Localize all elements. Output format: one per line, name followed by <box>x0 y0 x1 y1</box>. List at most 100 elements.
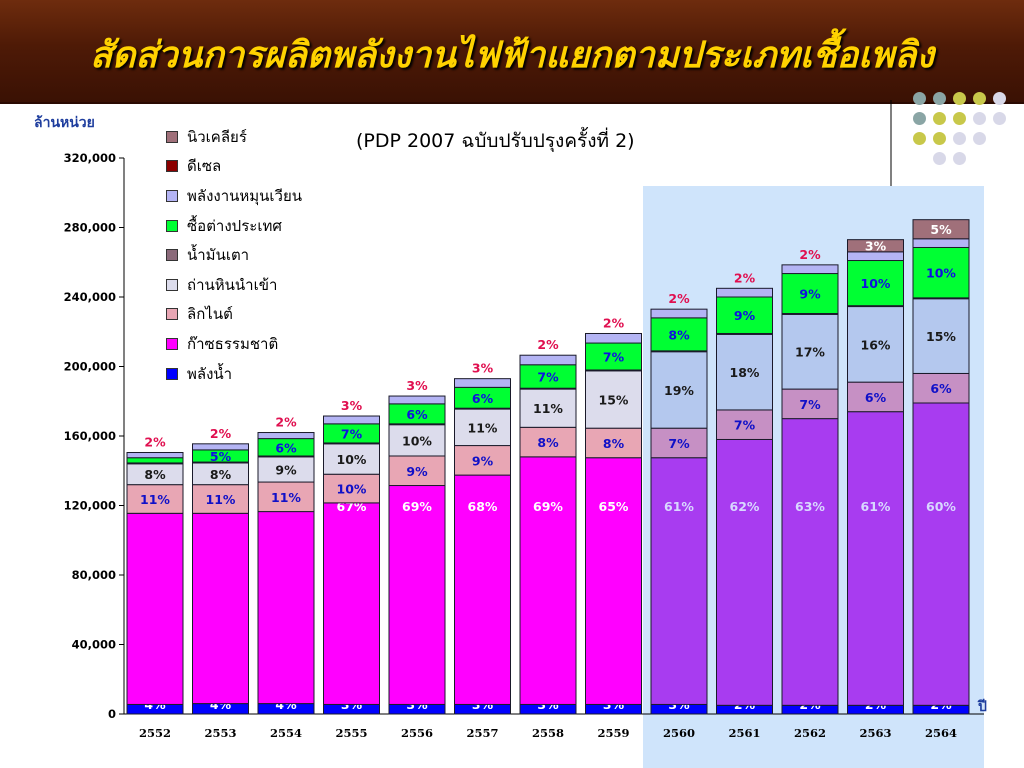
bar-segment <box>323 473 380 504</box>
data-label: 10% <box>337 452 367 467</box>
data-label: 60% <box>926 499 956 514</box>
data-label: 6% <box>275 440 297 455</box>
data-label: 5% <box>930 222 952 237</box>
decorative-dot <box>953 132 966 145</box>
data-label: 8% <box>210 467 232 482</box>
bar-segment <box>716 333 773 411</box>
data-label: 16% <box>861 337 891 352</box>
bar-segment <box>323 415 380 425</box>
bar-segment <box>912 238 970 248</box>
bar-segment <box>126 512 184 705</box>
legend-swatch <box>166 337 178 350</box>
x-tick-label: 2552 <box>139 726 171 740</box>
legend-label: พลังงานหมุนเวียน <box>187 186 303 205</box>
legend-swatch <box>166 160 178 173</box>
x-tick-label: 2563 <box>859 726 891 740</box>
data-label: 10% <box>926 266 956 281</box>
data-label: 2% <box>275 415 297 430</box>
y-tick-label: 120,000 <box>64 499 116 513</box>
bar-segment <box>388 424 446 457</box>
bar-segment <box>126 484 184 514</box>
decorative-dot <box>913 132 926 145</box>
data-label: 15% <box>926 329 956 344</box>
y-tick-label: 320,000 <box>64 151 116 165</box>
data-label: 11% <box>271 490 301 505</box>
legend-label: ดีเซล <box>187 157 222 176</box>
data-label: 65% <box>599 499 629 514</box>
legend-item: ถ่านหินนำเข้า <box>166 270 302 300</box>
bar-segment <box>847 260 904 307</box>
bar-segment <box>847 381 904 413</box>
decorative-dot <box>993 112 1006 125</box>
data-label: 7% <box>603 350 625 365</box>
data-label: 3% <box>472 361 494 376</box>
x-tick-label: 2553 <box>204 726 236 740</box>
decorative-dot <box>933 112 946 125</box>
data-label: 3% <box>406 378 428 393</box>
data-label: 2% <box>799 247 821 262</box>
data-label: 2% <box>734 270 756 285</box>
data-label: 9% <box>472 453 494 468</box>
legend-swatch <box>166 367 178 380</box>
bar-segment <box>585 457 642 705</box>
bar-segment <box>192 484 249 514</box>
legend-label: นิวเคลียร์ <box>187 127 247 146</box>
legend-swatch <box>166 278 178 291</box>
legend-item: ก๊าซธรรมชาติ <box>166 329 302 359</box>
y-tick-label: 240,000 <box>64 290 116 304</box>
x-tick-label: 2556 <box>401 726 433 740</box>
y-tick-label: 280,000 <box>64 221 116 235</box>
legend-item: ซื้อต่างประเทศ <box>166 211 302 241</box>
y-axis-unit-label: ล้านหน่วย <box>34 115 95 131</box>
title-bar: สัดส่วนการผลิตพลังงานไฟฟ้าแยกตามประเภทเช… <box>0 0 1024 104</box>
legend-label: ลิกไนต์ <box>187 305 233 324</box>
data-label: 61% <box>664 499 694 514</box>
bar-segment <box>585 370 642 429</box>
decorative-dot <box>913 112 926 125</box>
data-label: 7% <box>799 397 821 412</box>
decorative-dot <box>933 152 946 165</box>
data-label: 11% <box>206 492 236 507</box>
data-label: 2% <box>668 291 690 306</box>
data-label: 10% <box>861 276 891 291</box>
bar-segment <box>257 481 315 513</box>
legend-item: ลิกไนต์ <box>166 300 302 330</box>
decorative-dot <box>913 92 926 105</box>
data-label: 62% <box>730 499 760 514</box>
legend-swatch <box>166 130 178 143</box>
data-label: 9% <box>275 462 297 477</box>
data-label: 6% <box>930 381 952 396</box>
y-tick-label: 0 <box>108 707 116 721</box>
bar-segment <box>519 354 577 366</box>
data-label: 9% <box>406 464 428 479</box>
data-label: 11% <box>468 420 498 435</box>
bar-segment <box>388 395 446 405</box>
data-label: 9% <box>799 287 821 302</box>
bar-segment <box>650 308 708 319</box>
decorative-dot <box>953 152 966 165</box>
bar-segment <box>519 456 577 705</box>
x-tick-label: 2558 <box>532 726 564 740</box>
legend-item: น้ำมันเตา <box>166 240 302 270</box>
data-label: 8% <box>537 435 559 450</box>
x-tick-label: 2554 <box>270 726 302 740</box>
data-label: 11% <box>140 492 170 507</box>
bar-segment <box>454 445 511 476</box>
x-tick-label: 2555 <box>335 726 367 740</box>
page-title: สัดส่วนการผลิตพลังงานไฟฟ้าแยกตามประเภทเช… <box>90 35 934 76</box>
legend-swatch <box>166 249 178 262</box>
bar-segment <box>126 452 184 459</box>
data-label: 2% <box>603 315 625 330</box>
chart-subtitle: (PDP 2007 ฉบับปรับปรุงครั้งที่ 2) <box>356 130 635 152</box>
data-label: 19% <box>664 383 694 398</box>
bar-segment <box>519 426 577 458</box>
data-label: 69% <box>402 499 432 514</box>
legend-swatch <box>166 219 178 232</box>
bar-segment <box>716 438 773 706</box>
legend-label: พลังน้ำ <box>187 364 233 383</box>
bar-segment <box>454 408 511 447</box>
data-label: 2% <box>144 435 166 450</box>
data-label: 61% <box>861 499 891 514</box>
x-tick-label: 2560 <box>663 726 695 740</box>
